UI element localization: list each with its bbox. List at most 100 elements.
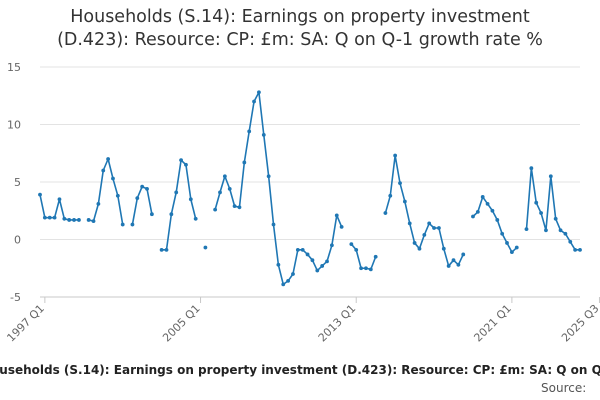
data-point [237, 205, 242, 210]
data-point [247, 129, 252, 134]
data-point [67, 218, 72, 222]
data-point [441, 246, 446, 251]
data-point [291, 272, 295, 276]
data-point [427, 221, 432, 226]
data-point [232, 204, 237, 209]
data-point [305, 252, 310, 257]
data-point [130, 222, 135, 227]
x-tick-label: 2013 Q1 [316, 302, 359, 345]
data-point [42, 215, 47, 220]
data-point [553, 216, 558, 221]
data-point [500, 231, 505, 236]
series-line [39, 91, 580, 286]
data-point [509, 250, 514, 255]
y-tick-label: 15 [7, 61, 21, 74]
data-point [101, 168, 106, 173]
data-point [91, 219, 96, 224]
data-point [72, 218, 76, 222]
x-tick-label: 2005 Q1 [160, 302, 203, 345]
data-point [149, 212, 154, 217]
data-point [529, 166, 534, 171]
data-point [261, 132, 266, 137]
data-point [471, 214, 475, 219]
data-point [300, 247, 305, 252]
data-point [563, 231, 568, 236]
y-tick-label: 5 [14, 176, 21, 189]
data-point [159, 247, 164, 252]
data-point [222, 174, 227, 179]
data-point [188, 197, 193, 202]
data-point [505, 241, 509, 245]
data-point [539, 211, 543, 215]
source-label: Source: [541, 381, 587, 395]
data-point [480, 195, 485, 199]
data-point [140, 184, 145, 189]
data-point [334, 213, 339, 218]
data-point [388, 193, 393, 198]
data-point [558, 228, 563, 233]
data-point [349, 242, 354, 247]
data-point [407, 221, 412, 226]
data-point [573, 247, 578, 252]
data-point [203, 245, 208, 250]
data-point [252, 99, 256, 104]
series-path [39, 91, 580, 286]
data-point [422, 233, 427, 237]
data-point [461, 252, 466, 257]
data-point [398, 181, 402, 186]
data-point [276, 262, 281, 267]
data-point [437, 226, 441, 230]
data-point [451, 258, 456, 263]
data-point [169, 212, 174, 217]
data-point [534, 200, 539, 205]
data-point [184, 162, 188, 167]
data-point [57, 197, 62, 202]
data-point [295, 247, 300, 252]
data-point [47, 215, 52, 220]
data-point [281, 282, 286, 287]
gridlines [40, 66, 580, 298]
data-point [368, 267, 373, 272]
data-point [578, 247, 582, 252]
data-point [364, 266, 368, 271]
data-point [38, 192, 42, 197]
data-point [568, 239, 573, 244]
x-tick-label: 2021 Q1 [471, 302, 514, 345]
data-point [475, 210, 480, 214]
data-point [359, 266, 363, 271]
x-tick-label: 1997 Q1 [4, 302, 47, 345]
data-point [286, 279, 291, 283]
data-point [544, 228, 548, 233]
data-point [490, 208, 495, 213]
y-tick-label: 10 [7, 119, 21, 132]
x-tick-label: 2025 Q3 [559, 302, 600, 345]
data-point [218, 190, 222, 195]
data-point [524, 227, 529, 232]
data-point [320, 264, 325, 268]
chart-title-line-2: (D.423): Resource: CP: £m: SA: Q on Q-1 … [57, 30, 543, 50]
data-point [432, 226, 436, 230]
data-point [174, 190, 179, 195]
data-point [393, 153, 398, 158]
data-point [164, 247, 169, 252]
data-point [514, 245, 519, 250]
chart-title: Households (S.14): Earnings on property … [0, 6, 600, 52]
data-point [213, 207, 218, 212]
data-point [111, 176, 115, 181]
data-point [115, 193, 120, 198]
data-point [271, 222, 276, 227]
data-point [339, 224, 344, 229]
axes: -5 0 5 10 15 1997 Q1 2005 Q1 2013 Q1 2021 Q1 2025… [4, 61, 600, 344]
data-point [446, 264, 451, 268]
data-point [120, 222, 125, 227]
data-point [77, 218, 81, 222]
data-point [495, 218, 500, 222]
data-point [227, 187, 232, 191]
data-point [266, 174, 271, 179]
data-point [325, 259, 329, 264]
data-point [354, 247, 359, 252]
data-point [383, 211, 388, 215]
data-point [315, 268, 320, 273]
y-tick-label: 0 [14, 234, 21, 247]
